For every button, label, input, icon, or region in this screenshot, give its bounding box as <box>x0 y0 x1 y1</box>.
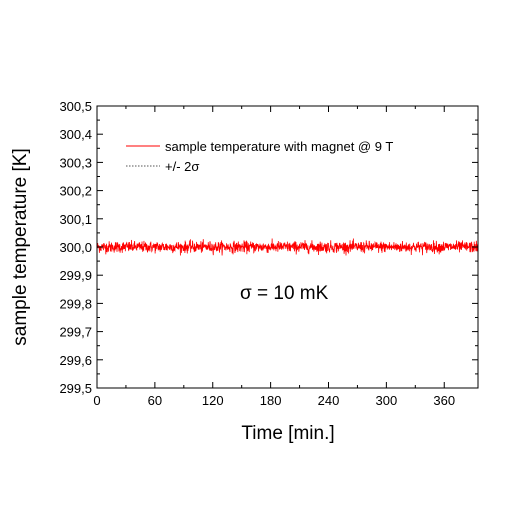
x-tick-label: 60 <box>148 393 162 408</box>
sigma-annotation: σ = 10 mK <box>240 283 329 304</box>
y-tick-label: 299,8 <box>59 296 92 311</box>
series-line-temperature <box>96 238 479 256</box>
y-tick-label: 300,4 <box>59 127 92 142</box>
x-tick-label: 240 <box>318 393 340 408</box>
x-tick-label: 0 <box>93 393 100 408</box>
legend: sample temperature with magnet @ 9 T +/-… <box>126 139 393 174</box>
y-tick-label: 300,5 <box>59 99 92 114</box>
y-tick-label: 300,1 <box>59 212 92 227</box>
y-axis-title: sample temperature [K] <box>10 148 31 345</box>
y-tick-label: 299,9 <box>59 268 92 283</box>
y-tick-label: 299,7 <box>59 325 92 340</box>
x-tick-label: 360 <box>433 393 455 408</box>
x-axis-title: Time [min.] <box>241 423 334 444</box>
plot-series-layer <box>96 238 479 256</box>
y-tick-label: 300,0 <box>59 240 92 255</box>
y-tick-label: 300,3 <box>59 155 92 170</box>
legend-label-temperature: sample temperature with magnet @ 9 T <box>165 139 393 154</box>
y-axis: 299,5 299,6 299,7 299,8 299,9 300,0 300,1 300,2… <box>59 99 478 396</box>
x-tick-label: 120 <box>202 393 224 408</box>
y-tick-label: 299,6 <box>59 353 92 368</box>
y-tick-label: 299,5 <box>59 381 92 396</box>
x-axis: 0 60 120 180 240 300 360 <box>93 106 455 408</box>
y-tick-label: 300,2 <box>59 184 92 199</box>
x-tick-label: 180 <box>260 393 282 408</box>
legend-label-sigma-band: +/- 2σ <box>165 159 199 174</box>
x-tick-label: 300 <box>376 393 398 408</box>
